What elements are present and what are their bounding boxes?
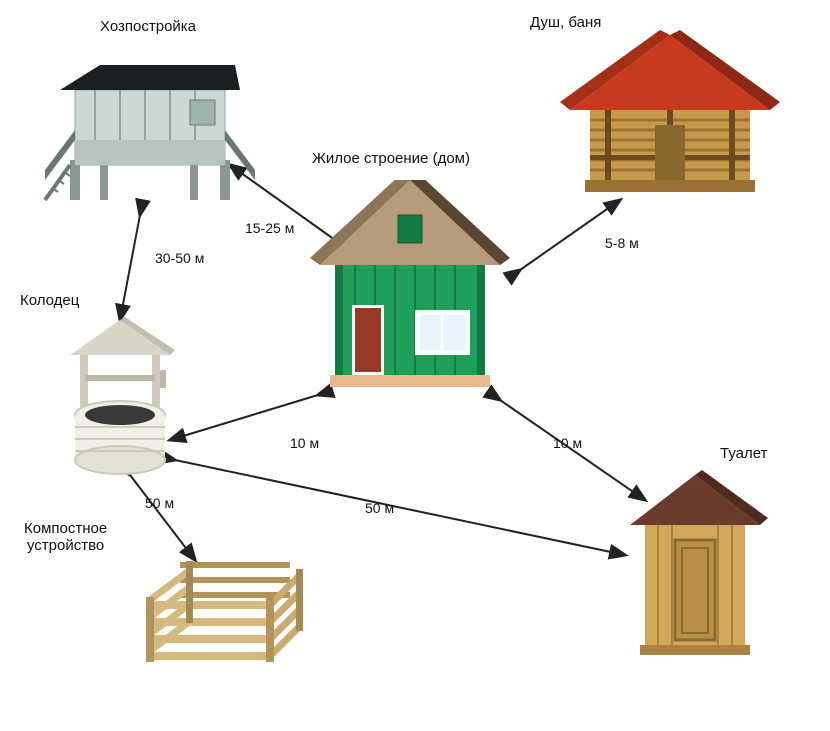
edge-label-3: 10 м [290, 435, 319, 451]
node-well [55, 315, 185, 475]
label-compost: Компостное устройство [24, 520, 107, 554]
node-compost [140, 555, 310, 675]
node-house [300, 180, 520, 390]
diagram-stage: Жилое строение (дом) Хозпостройка Душ, б… [0, 0, 830, 731]
label-bathhouse: Душ, баня [530, 14, 601, 31]
node-outbuilding [40, 40, 260, 210]
edge-label-6: 50 м [365, 500, 394, 516]
label-toilet: Туалет [720, 445, 767, 462]
edge-label-2: 5-8 м [605, 235, 639, 251]
edge-label-4: 10 м [553, 435, 582, 451]
label-outbuilding: Хозпостройка [100, 18, 196, 35]
node-toilet [620, 470, 770, 660]
label-house: Жилое строение (дом) [312, 150, 470, 167]
label-well: Колодец [20, 292, 79, 309]
node-bathhouse [555, 30, 785, 210]
edge-label-1: 30-50 м [155, 250, 204, 266]
edge-label-0: 15-25 м [245, 220, 294, 236]
edge-label-5: 50 м [145, 495, 174, 511]
